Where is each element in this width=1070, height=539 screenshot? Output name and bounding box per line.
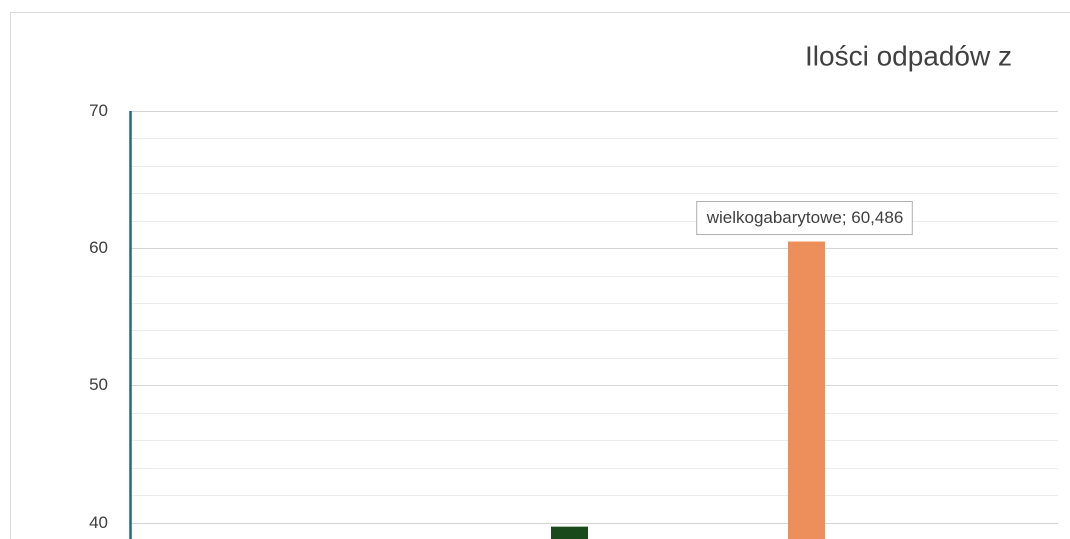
data-label: wielkogabarytowe; 60,486 — [706, 208, 904, 227]
y-tick-label: 40 — [89, 513, 108, 532]
data-label-box — [696, 201, 913, 236]
y-tick-label: 60 — [89, 238, 108, 257]
chart-title: Ilości odpadów z — [805, 40, 1012, 71]
bar — [551, 526, 588, 539]
y-tick-label: 50 — [89, 375, 108, 394]
chart-border — [10, 12, 1070, 539]
bar — [788, 241, 825, 539]
plot-area: Ilości odpadów z — [130, 40, 1058, 539]
y-tick-label: 70 — [89, 101, 108, 120]
